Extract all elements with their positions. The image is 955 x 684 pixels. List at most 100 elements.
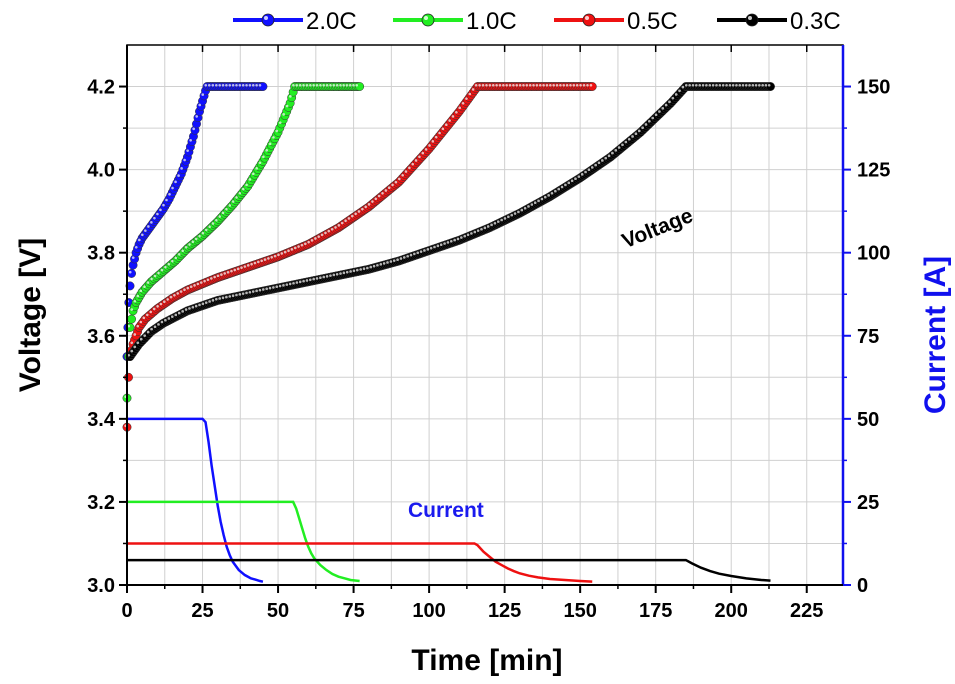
- voltage-point-highlight: [164, 318, 167, 322]
- voltage-point-highlight: [648, 119, 651, 123]
- voltage-point-highlight: [344, 219, 347, 222]
- voltage-point-highlight: [181, 249, 184, 253]
- voltage-point-highlight: [589, 83, 593, 87]
- voltage-point-highlight: [225, 83, 228, 87]
- voltage-point-highlight: [278, 121, 282, 124]
- legend-marker-highlight: [424, 16, 428, 20]
- y-tick-label: 4.2: [87, 77, 115, 99]
- voltage-point-highlight: [409, 253, 413, 257]
- voltage-point-highlight: [136, 324, 140, 328]
- current-line-1.0C: [127, 500, 360, 583]
- legend-marker: [421, 13, 435, 27]
- voltage-point-highlight: [738, 83, 742, 87]
- voltage-point-highlight: [298, 280, 302, 284]
- voltage-point-highlight: [146, 330, 150, 334]
- voltage-point-highlight: [192, 127, 195, 131]
- voltage-point-highlight: [152, 307, 156, 311]
- voltage-point-highlight: [169, 295, 173, 299]
- voltage-point-highlight: [201, 302, 205, 306]
- voltage-point-highlight: [705, 83, 708, 87]
- voltage-point-highlight: [500, 218, 503, 222]
- voltage-point-highlight: [143, 334, 146, 337]
- voltage-point-highlight: [285, 283, 289, 286]
- voltage-point-highlight: [218, 297, 221, 300]
- voltage-point-highlight: [567, 181, 571, 185]
- legend-label: 2.0C: [306, 8, 357, 35]
- voltage-point-highlight: [241, 187, 245, 191]
- voltage-point-highlight: [641, 126, 644, 129]
- voltage-point-highlight: [262, 155, 265, 159]
- voltage-point-highlight: [520, 208, 524, 212]
- voltage-point-highlight: [143, 285, 146, 289]
- voltage-point-highlight: [651, 116, 655, 120]
- voltage-point-highlight: [525, 83, 529, 87]
- voltage-point-highlight: [319, 276, 322, 280]
- voltage-point-highlight: [211, 299, 215, 302]
- voltage-point-highlight: [493, 221, 497, 225]
- voltage-point-highlight: [283, 250, 287, 254]
- voltage-point-highlight: [231, 83, 235, 87]
- voltage-point-highlight: [485, 83, 488, 87]
- x-tick-label: 50: [267, 600, 289, 622]
- voltage-point-highlight: [177, 253, 181, 256]
- voltage-point-highlight: [758, 83, 761, 87]
- voltage-point-highlight: [433, 245, 436, 249]
- voltage-point-highlight: [139, 320, 143, 324]
- voltage-point-highlight: [364, 205, 368, 209]
- y2-tick-label: 25: [857, 492, 879, 514]
- voltage-point-highlight: [394, 180, 398, 184]
- voltage-point-highlight: [176, 292, 180, 295]
- voltage-point-highlight: [282, 284, 285, 287]
- legend-marker-highlight: [585, 16, 589, 20]
- legend-item-2.0C: 2.0C: [233, 8, 357, 35]
- voltage-point-highlight: [196, 282, 200, 286]
- voltage-point-highlight: [490, 223, 493, 227]
- voltage-point-highlight: [156, 212, 159, 216]
- voltage-point-highlight: [507, 215, 510, 219]
- voltage-point-highlight: [209, 277, 213, 280]
- voltage-point-highlight: [377, 194, 381, 198]
- voltage-point-highlight: [309, 83, 312, 87]
- voltage-point-highlight: [183, 158, 186, 162]
- voltage-point-highlight: [335, 83, 339, 87]
- voltage-point-highlight: [278, 284, 282, 288]
- voltage-point-highlight: [253, 261, 257, 265]
- voltage-point-highlight: [754, 83, 758, 87]
- voltage-point-highlight: [450, 239, 453, 243]
- voltage-point-highlight: [198, 303, 201, 307]
- voltage-point-highlight: [627, 137, 631, 141]
- voltage-point-highlight: [255, 83, 258, 87]
- voltage-point-highlight: [547, 194, 550, 197]
- voltage-point-1.0C: [127, 314, 136, 324]
- voltage-point-highlight: [240, 266, 243, 269]
- voltage-point-highlight: [248, 290, 252, 294]
- voltage-point-highlight: [277, 253, 280, 257]
- voltage-point-highlight: [483, 226, 487, 230]
- voltage-point-highlight: [453, 238, 456, 242]
- voltage-point-highlight: [498, 83, 502, 87]
- voltage-point-highlight: [369, 265, 373, 269]
- y2-tick-label: 75: [857, 326, 879, 348]
- voltage-point-highlight: [139, 337, 143, 341]
- voltage-point-highlight: [342, 271, 346, 275]
- voltage-point-highlight: [361, 207, 364, 211]
- voltage-point-highlight: [179, 290, 183, 293]
- voltage-point-highlight: [382, 262, 386, 265]
- voltage-point-highlight: [718, 83, 722, 87]
- voltage-point-highlight: [265, 149, 268, 152]
- voltage-point-highlight: [221, 296, 225, 300]
- voltage-point-highlight: [293, 246, 297, 250]
- voltage-point-highlight: [560, 185, 564, 189]
- voltage-point-highlight: [201, 231, 205, 235]
- voltage-point-0.5C: [587, 82, 597, 91]
- voltage-point-highlight: [527, 205, 530, 208]
- voltage-point-highlight: [248, 178, 252, 181]
- voltage-point-highlight: [204, 228, 208, 232]
- voltage-point-highlight: [268, 286, 272, 290]
- voltage-point-highlight: [342, 83, 345, 87]
- voltage-point-highlight: [438, 131, 441, 135]
- voltage-point-highlight: [559, 83, 562, 87]
- voltage-point-highlight: [289, 95, 292, 98]
- voltage-point-highlight: [664, 103, 668, 107]
